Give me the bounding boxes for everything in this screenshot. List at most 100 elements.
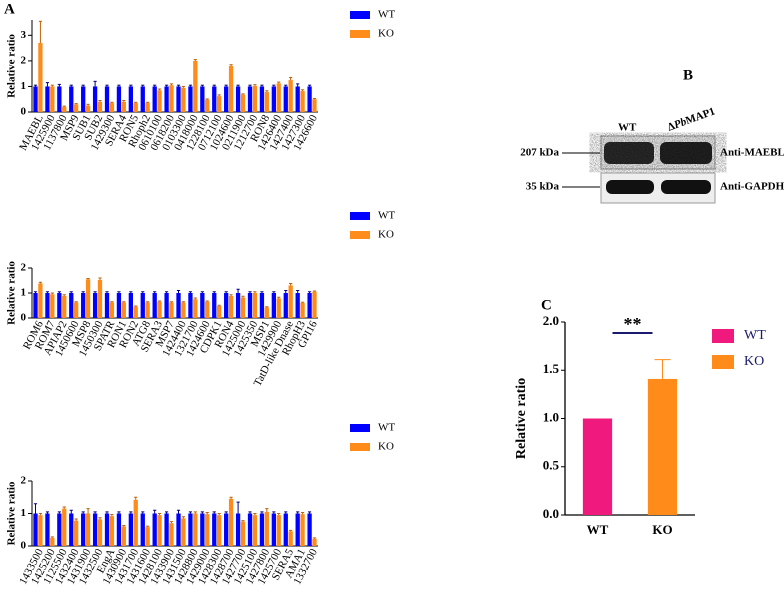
- y-tick-label: 1.5: [543, 361, 560, 376]
- bar: [228, 296, 234, 318]
- bar: [264, 92, 269, 112]
- bar: [295, 293, 300, 318]
- bar: [188, 293, 193, 318]
- bar: [300, 91, 305, 112]
- panel-label: C: [541, 297, 552, 313]
- bar: [193, 60, 198, 112]
- bar: [283, 86, 288, 112]
- bar: [224, 293, 229, 318]
- bar: [212, 513, 217, 546]
- y-tick-label: 0.0: [543, 506, 559, 521]
- bar: [240, 94, 246, 112]
- bar: [38, 43, 43, 112]
- bar: [235, 513, 241, 546]
- bar: [97, 280, 103, 318]
- bar: [271, 86, 276, 112]
- bar: [235, 86, 241, 112]
- bar: [157, 515, 162, 546]
- bar: [85, 513, 91, 546]
- bar: [62, 106, 67, 112]
- bar: [116, 513, 122, 546]
- bar: [85, 279, 91, 318]
- bar: [283, 513, 288, 546]
- band: [661, 180, 711, 194]
- legend-swatch: [350, 424, 370, 432]
- bar: [152, 293, 157, 318]
- bar: [164, 513, 169, 546]
- bar: [205, 301, 210, 318]
- bar: [283, 293, 288, 318]
- bar: [57, 513, 62, 546]
- bar: [252, 515, 258, 546]
- bar: [169, 302, 174, 318]
- bar: [240, 297, 246, 318]
- bar: [50, 537, 55, 546]
- legend-swatch: [712, 355, 734, 369]
- bar: [157, 90, 162, 112]
- bar: [224, 513, 229, 546]
- legend-label: WT: [378, 422, 395, 434]
- y-tick-label: 0: [21, 312, 27, 324]
- bar: [247, 86, 253, 112]
- legend-swatch: [712, 329, 734, 343]
- bar: [97, 519, 103, 546]
- y-axis-label: Relative ratio: [6, 261, 18, 325]
- bar: [235, 293, 241, 318]
- y-tick-label: 2: [21, 262, 27, 274]
- bar: [295, 513, 300, 546]
- bar: [193, 299, 198, 318]
- bar: [259, 513, 265, 546]
- bar: [276, 298, 281, 318]
- bar: [92, 513, 98, 546]
- bar: [152, 86, 157, 112]
- legend-label: KO: [378, 229, 394, 241]
- bar: [33, 513, 38, 546]
- bar: [57, 293, 62, 318]
- bar: [212, 86, 217, 112]
- bar: [312, 99, 317, 112]
- bar: [38, 515, 43, 546]
- bar: [307, 86, 312, 112]
- bar: [259, 293, 265, 318]
- bar: [647, 378, 678, 515]
- bar: [181, 87, 186, 112]
- blot-noise: [601, 136, 715, 169]
- bar: [200, 86, 205, 112]
- bar: [69, 513, 74, 546]
- bar: [140, 293, 145, 318]
- bar: [228, 66, 234, 112]
- bar: [205, 99, 210, 112]
- legend-label: KO: [378, 28, 394, 40]
- bar: [97, 101, 103, 112]
- bar: [176, 513, 181, 546]
- western-blot: 207 kDa 35 kDa Anti-MAEBL Anti-GAPDH WT …: [520, 105, 784, 204]
- legend-swatch: [350, 212, 370, 220]
- bar: [50, 86, 55, 112]
- bar: [224, 86, 229, 112]
- bar: [288, 531, 293, 546]
- bar: [205, 514, 210, 546]
- bar: [164, 293, 169, 318]
- bar: [128, 293, 133, 318]
- bar: [169, 85, 174, 112]
- bar: [264, 511, 269, 546]
- bar: [145, 103, 150, 112]
- bar: [312, 538, 317, 546]
- legend-swatch: [350, 443, 370, 451]
- legend-label: KO: [378, 441, 394, 453]
- bar: [247, 293, 253, 318]
- bar: [45, 293, 50, 318]
- bar: [152, 513, 157, 546]
- legend-swatch: [350, 231, 370, 239]
- legend-label: WT: [378, 210, 395, 222]
- bar: [307, 293, 312, 318]
- bar: [300, 303, 305, 318]
- y-tick-label: 1: [21, 507, 27, 519]
- lane-label: WT: [618, 122, 637, 134]
- bar: [109, 302, 115, 318]
- annotation: **: [624, 314, 642, 334]
- bar: [38, 283, 43, 318]
- bar: [133, 103, 138, 112]
- lane-label-part: Δ: [666, 120, 677, 134]
